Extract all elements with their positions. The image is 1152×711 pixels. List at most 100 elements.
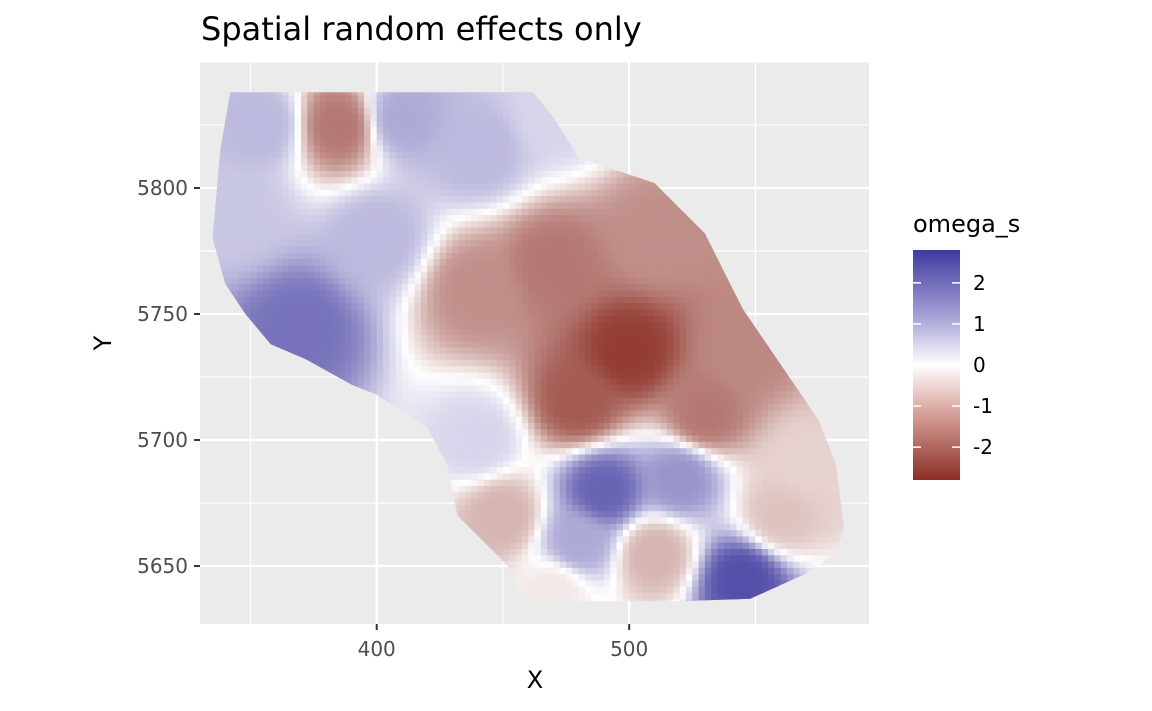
field-cell — [540, 138, 548, 146]
field-cell — [540, 227, 548, 234]
field-cell — [427, 92, 435, 96]
field-cell — [357, 220, 365, 228]
field-cell — [326, 145, 334, 153]
field-cell — [465, 516, 472, 524]
field-cell — [326, 107, 334, 115]
field-cell — [319, 119, 327, 127]
field-cell — [269, 252, 277, 260]
field-cell — [446, 208, 454, 216]
field-cell — [275, 119, 283, 127]
field-cell — [521, 422, 529, 430]
field-cell — [528, 554, 536, 562]
field-cell — [528, 321, 536, 329]
field-cell — [420, 359, 428, 367]
field-cell — [427, 113, 435, 121]
field-cell — [528, 579, 536, 587]
field-cell — [528, 359, 536, 367]
field-cell — [439, 227, 447, 234]
field-cell — [515, 151, 523, 159]
field-cell — [534, 182, 542, 190]
field-cell — [376, 308, 384, 316]
field-cell — [383, 101, 390, 108]
field-cell — [401, 271, 409, 279]
field-cell — [383, 201, 390, 209]
field-cell — [490, 258, 498, 266]
field-cell — [300, 138, 308, 146]
field-cell — [345, 258, 353, 266]
field-cell — [465, 208, 472, 216]
field-cell — [244, 164, 252, 171]
field-cell — [540, 491, 548, 499]
field-cell — [458, 170, 466, 178]
field-cell — [319, 208, 327, 216]
field-cell — [370, 92, 378, 96]
field-cell — [307, 283, 315, 291]
field-cell — [446, 119, 454, 127]
field-cell — [446, 201, 454, 209]
field-cell — [547, 516, 555, 524]
field-cell — [477, 151, 485, 159]
field-cell — [218, 245, 226, 253]
field-cell — [401, 176, 409, 184]
field-cell — [414, 195, 422, 203]
field-cell — [351, 201, 359, 209]
field-cell — [528, 170, 536, 178]
field-cell — [231, 189, 239, 197]
field-cell — [496, 504, 504, 512]
field-cell — [484, 353, 491, 360]
field-cell — [244, 283, 252, 291]
field-cell — [427, 271, 435, 279]
field-cell — [502, 245, 510, 253]
field-cell — [515, 403, 523, 411]
field-cell — [515, 233, 523, 241]
field-cell — [433, 378, 441, 386]
field-cell — [319, 195, 327, 203]
field-cell — [237, 245, 245, 253]
field-cell — [547, 554, 555, 562]
field-cell — [420, 151, 428, 159]
field-cell — [547, 579, 555, 587]
field-cell — [547, 447, 555, 455]
field-cell — [471, 453, 479, 461]
field-cell — [477, 277, 485, 285]
field-cell — [218, 258, 226, 266]
field-cell — [433, 428, 441, 436]
field-cell — [528, 416, 536, 423]
field-cell — [477, 233, 485, 241]
field-cell — [357, 308, 365, 316]
field-cell — [484, 485, 491, 493]
field-cell — [534, 113, 542, 121]
field-cell — [496, 315, 504, 323]
field-cell — [458, 94, 466, 102]
field-cell — [282, 189, 289, 197]
field-cell — [534, 554, 542, 562]
field-cell — [307, 145, 315, 153]
field-cell — [364, 277, 371, 285]
field-cell — [496, 170, 504, 178]
field-cell — [401, 126, 409, 134]
field-cell — [414, 170, 422, 178]
field-cell — [465, 290, 472, 297]
field-cell — [420, 283, 428, 291]
field-cell — [395, 113, 403, 121]
field-cell — [244, 92, 252, 96]
field-cell — [458, 327, 466, 335]
field-cell — [540, 170, 548, 178]
field-cell — [490, 195, 498, 203]
field-cell — [263, 239, 271, 247]
field-cell — [313, 132, 321, 140]
field-cell — [408, 220, 416, 228]
field-cell — [452, 308, 460, 316]
field-cell — [357, 359, 365, 367]
field-cell — [370, 107, 378, 115]
field-cell — [502, 504, 510, 512]
field-cell — [446, 359, 454, 367]
field-cell — [439, 151, 447, 159]
field-cell — [528, 277, 536, 285]
field-cell — [471, 239, 479, 247]
field-cell — [521, 523, 529, 531]
field-cell — [502, 334, 510, 342]
field-cell — [439, 245, 447, 253]
field-cell — [509, 397, 517, 405]
field-cell — [465, 460, 472, 468]
